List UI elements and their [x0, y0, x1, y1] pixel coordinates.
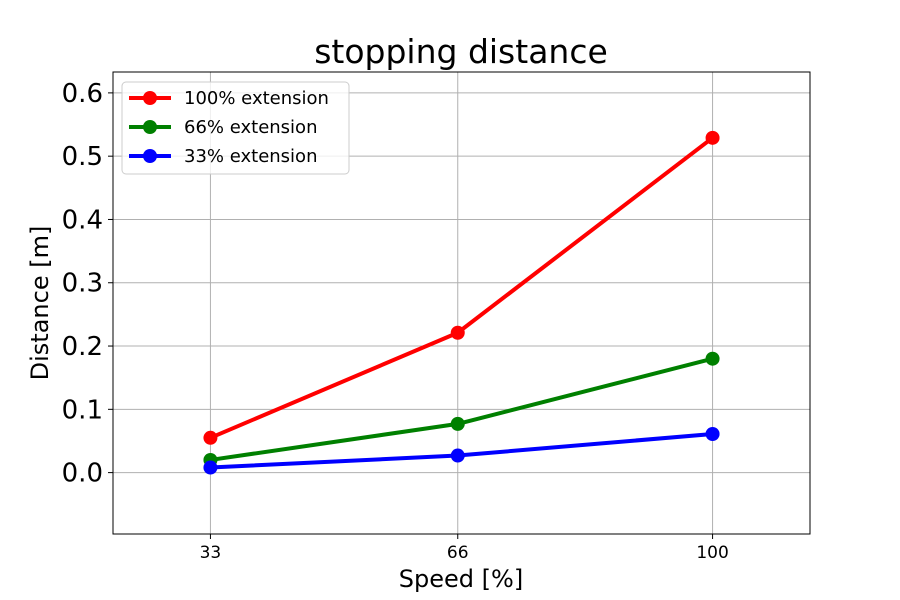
legend: 100% extension 66% extension 33% extension: [121, 81, 350, 175]
legend-label: 66% extension: [184, 117, 317, 138]
series-0: [203, 130, 720, 445]
y-tick-label: 0.6: [62, 79, 103, 109]
chart-title: stopping distance: [314, 32, 608, 71]
plot-area-frame: [112, 71, 811, 535]
x-tick-label: 100: [696, 543, 728, 563]
data-point: [450, 416, 465, 431]
y-axis-ticks: 0.0 0.1 0.2 0.3 0.4 0.5 0.6: [62, 79, 113, 489]
legend-swatch-marker: [143, 149, 157, 163]
y-tick-label: 0.4: [62, 205, 103, 235]
series-line: [209, 136, 714, 440]
data-point: [450, 448, 465, 463]
x-axis-label: Speed [%]: [399, 565, 523, 593]
legend-box: [121, 81, 350, 175]
x-tick-label: 33: [200, 543, 222, 563]
y-tick-label: 0.0: [62, 459, 103, 489]
legend-swatch-marker: [143, 120, 157, 134]
y-tick-label: 0.1: [62, 395, 103, 425]
x-axis-ticks: 33 66 100: [200, 534, 729, 563]
legend-swatch-marker: [143, 91, 157, 105]
y-tick-label: 0.5: [62, 142, 103, 172]
y-tick-label: 0.3: [62, 269, 103, 299]
x-tick-label: 66: [447, 543, 469, 563]
series-layer: [203, 130, 720, 475]
data-point: [450, 325, 465, 340]
y-tick-label: 0.2: [62, 332, 103, 362]
legend-label: 33% extension: [184, 146, 317, 167]
data-point: [705, 427, 720, 442]
data-point: [203, 430, 218, 445]
data-point: [705, 351, 720, 366]
y-axis-label: Distance [m]: [26, 226, 54, 381]
legend-label: 100% extension: [184, 88, 329, 109]
data-point: [705, 130, 720, 145]
series-2: [203, 427, 720, 475]
data-point: [203, 460, 218, 475]
